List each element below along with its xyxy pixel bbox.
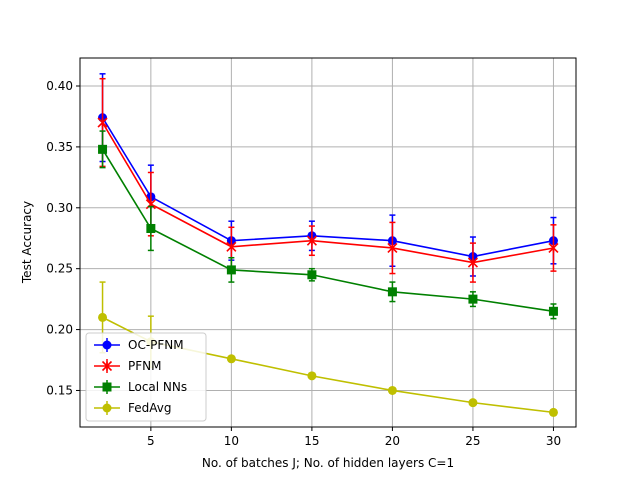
y-tick-label: 0.15 [46,383,73,397]
legend-item: PFNM [94,359,161,373]
legend-label: PFNM [128,359,161,373]
x-axis-ticks: 5 10 15 20 25 30 [147,427,561,448]
y-tick-label: 0.25 [46,262,73,276]
data-point [467,257,479,268]
legend-label: OC-PFNM [128,338,184,352]
legend-item: FedAvg [94,401,171,415]
data-point [226,265,236,275]
grid-lines [80,58,576,427]
data-point [306,235,317,246]
y-tick-label: 0.30 [46,201,73,215]
legend-box [85,332,207,422]
legend-marker [102,403,112,413]
legend-marker [102,382,112,392]
y-tick-label: 0.20 [46,323,73,337]
data-point [98,144,108,154]
x-tick-label: 20 [385,434,400,448]
data-point [387,287,397,297]
y-axis-ticks: 0.15 0.20 0.25 0.30 0.35 0.40 [46,79,80,397]
x-tick-label: 10 [224,434,239,448]
legend-label: FedAvg [128,401,171,415]
legend: OC-PFNM PFNM Local NNs FedAvg [85,332,207,422]
data-point [226,241,237,252]
legend-marker [102,340,112,350]
series-pfnm [97,77,559,283]
x-tick-label: 5 [147,434,155,448]
data-point [548,407,558,417]
y-tick-label: 0.40 [46,79,73,93]
data-point [387,242,398,254]
y-tick-label: 0.35 [46,140,73,154]
data-point [548,242,559,254]
data-point [307,371,317,381]
data-point [387,385,397,395]
plot-frame [79,57,577,428]
y-axis-label: Test Accuracy [20,201,34,284]
legend-item: Local NNs [94,380,187,394]
x-tick-label: 15 [304,434,319,448]
data-point [146,223,156,233]
x-tick-label: 30 [546,434,561,448]
legend-item: OC-PFNM [94,338,184,352]
data-point [98,312,108,322]
legend-marker [101,360,113,372]
data-point [307,270,317,280]
series-local-nns [98,130,558,320]
legend-label: Local NNs [128,380,187,394]
data-point [97,117,108,128]
x-tick-label: 25 [465,434,480,448]
x-axis-label: No. of batches J; No. of hidden layers C… [202,456,454,470]
data-point [468,294,478,304]
data-point [468,398,478,408]
data-point [226,354,236,364]
data-point [548,306,558,316]
